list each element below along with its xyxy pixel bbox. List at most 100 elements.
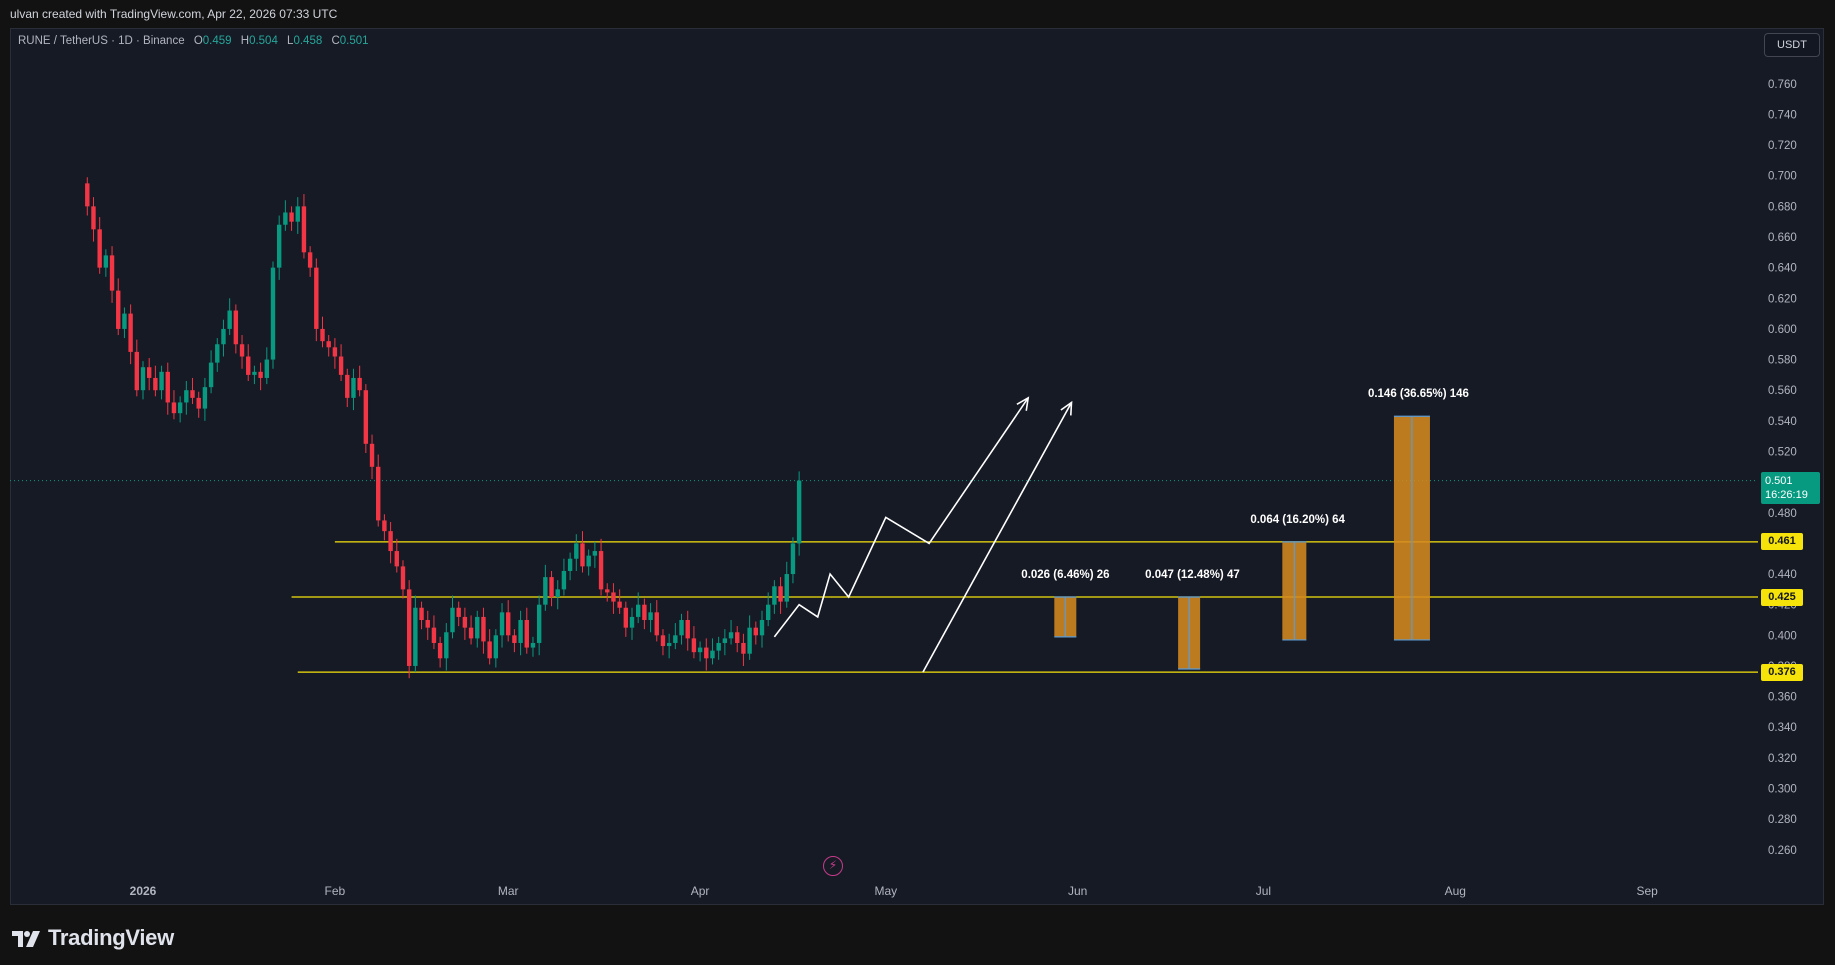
- candle-body: [605, 589, 610, 593]
- candle: [369, 434, 375, 480]
- candle-body: [97, 229, 102, 268]
- candle: [710, 638, 715, 665]
- y-tick-label: 0.720: [1768, 140, 1797, 152]
- candle: [233, 304, 239, 354]
- candle: [512, 629, 517, 653]
- candle-body: [122, 313, 127, 329]
- currency-button[interactable]: USDT: [1764, 33, 1820, 57]
- candle-body: [320, 328, 325, 342]
- candle-body: [623, 607, 629, 628]
- candle: [648, 603, 653, 633]
- attribution-text: ulvan created with TradingView.com, Apr …: [10, 7, 338, 21]
- candle-body: [146, 367, 152, 378]
- candle: [741, 633, 746, 666]
- candle-body: [796, 480, 802, 544]
- y-tick-label: 0.620: [1768, 293, 1797, 305]
- candle: [642, 598, 647, 630]
- y-tick-label: 0.520: [1768, 446, 1797, 458]
- measure-label: 0.146 (36.65%) 146: [1367, 388, 1469, 401]
- candle: [543, 564, 548, 611]
- candle: [722, 629, 728, 656]
- candle: [140, 361, 146, 400]
- candle-body: [456, 607, 461, 617]
- candle-body: [790, 543, 796, 575]
- candle-body: [165, 371, 170, 403]
- candle: [598, 538, 604, 596]
- candle-body: [437, 642, 443, 659]
- candle: [91, 197, 96, 242]
- candle-body: [221, 328, 226, 345]
- candle: [796, 471, 802, 556]
- candle: [629, 607, 635, 640]
- candle-body: [171, 402, 177, 414]
- candle-body: [177, 402, 183, 414]
- candle-body: [759, 620, 765, 636]
- candle-body: [648, 612, 653, 620]
- x-tick-label: Aug: [1445, 884, 1466, 898]
- chart-pane[interactable]: [10, 28, 1824, 905]
- projection-path: [922, 402, 1073, 673]
- candle-body: [338, 356, 344, 375]
- measure-label: 0.026 (6.46%) 26: [1021, 569, 1110, 582]
- candle: [747, 615, 752, 660]
- candle: [413, 595, 418, 673]
- candle-body: [481, 616, 486, 642]
- candle-body: [425, 620, 430, 628]
- open-value: 0.459: [202, 35, 232, 47]
- candle-body: [555, 589, 560, 598]
- candle-body: [475, 616, 480, 639]
- y-tick-label: 0.680: [1768, 201, 1797, 213]
- level-tag: 0.376: [1761, 663, 1803, 681]
- candle: [258, 362, 263, 391]
- x-tick-label: Mar: [498, 884, 519, 898]
- candle: [567, 552, 573, 581]
- candle: [295, 197, 300, 234]
- candle-body: [85, 183, 90, 207]
- candle-body: [406, 589, 412, 666]
- lightning-icon[interactable]: ⚡: [823, 856, 843, 876]
- y-tick-label: 0.600: [1768, 324, 1797, 336]
- candle: [772, 580, 777, 614]
- candle-body: [91, 206, 96, 230]
- candle: [536, 595, 542, 656]
- candle-body: [598, 551, 604, 590]
- y-tick-label: 0.660: [1768, 232, 1797, 244]
- candle-body: [357, 377, 362, 391]
- candle: [196, 391, 201, 418]
- candle-body: [617, 601, 622, 608]
- candle: [574, 534, 579, 571]
- candle: [165, 362, 170, 415]
- low-label: L: [287, 35, 294, 47]
- x-tick-label: Apr: [691, 884, 710, 898]
- high-label: H: [240, 35, 250, 47]
- candle: [499, 603, 505, 648]
- tradingview-logo: [12, 931, 40, 947]
- candle-body: [388, 531, 393, 552]
- candle-body: [660, 635, 666, 647]
- candle: [456, 601, 461, 627]
- candle: [437, 636, 443, 668]
- y-tick-label: 0.260: [1768, 845, 1797, 857]
- y-tick-label: 0.280: [1768, 814, 1797, 826]
- candle: [580, 531, 585, 573]
- candle: [679, 613, 684, 645]
- candle: [487, 629, 492, 665]
- candle-body: [567, 558, 573, 571]
- candle-body: [419, 607, 424, 620]
- candle-body: [283, 212, 288, 225]
- candle: [97, 217, 102, 274]
- candle-body: [765, 604, 771, 620]
- candle: [326, 335, 331, 357]
- candle: [146, 358, 152, 391]
- candle: [202, 377, 208, 421]
- candle: [586, 549, 591, 576]
- candle: [518, 610, 523, 656]
- symbol-title[interactable]: RUNE / TetherUS · 1D · Binance: [18, 35, 185, 47]
- candle-body: [196, 397, 201, 409]
- candle: [208, 350, 214, 394]
- candle-body: [134, 351, 140, 391]
- candle-body: [227, 310, 232, 329]
- y-tick-label: 0.440: [1768, 569, 1797, 581]
- candle: [314, 258, 319, 342]
